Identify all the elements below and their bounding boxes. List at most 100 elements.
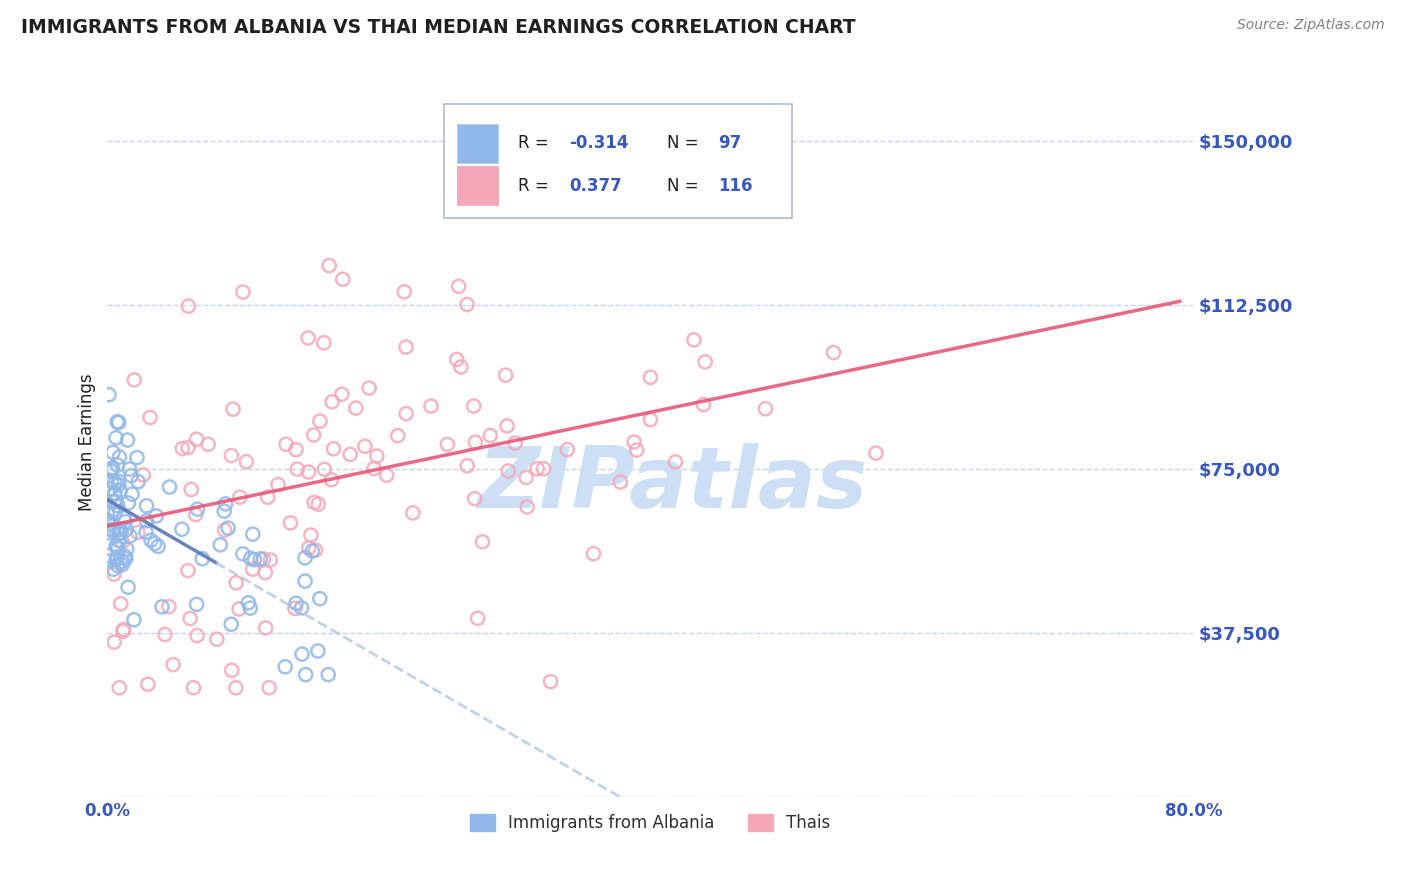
Point	[177, 564, 200, 578]
Point	[184, 508, 207, 522]
Point	[243, 553, 266, 567]
Point	[219, 617, 242, 632]
Point	[162, 657, 184, 672]
Point	[471, 534, 494, 549]
Point	[332, 272, 354, 286]
Point	[103, 635, 125, 649]
Point	[823, 345, 845, 359]
Text: ZIPatlas: ZIPatlas	[477, 443, 868, 526]
FancyBboxPatch shape	[444, 104, 792, 218]
Point	[294, 550, 316, 565]
Point	[623, 435, 645, 450]
Point	[103, 562, 125, 576]
Point	[110, 525, 132, 540]
Point	[495, 368, 517, 383]
Point	[387, 428, 409, 442]
Point	[291, 647, 314, 661]
Point	[186, 629, 208, 643]
Point	[330, 387, 353, 401]
Legend: Immigrants from Albania, Thais: Immigrants from Albania, Thais	[464, 807, 838, 838]
Text: N =: N =	[666, 177, 699, 194]
Point	[112, 624, 135, 639]
Point	[111, 555, 134, 569]
Point	[221, 449, 243, 463]
Point	[120, 468, 142, 483]
Point	[357, 381, 380, 395]
Point	[212, 504, 235, 518]
Point	[450, 359, 472, 374]
Point	[100, 474, 122, 488]
Point	[108, 526, 131, 541]
Point	[274, 660, 297, 674]
Point	[395, 340, 418, 354]
Point	[101, 445, 124, 459]
Point	[290, 601, 312, 615]
Point	[214, 523, 236, 537]
Point	[135, 514, 157, 528]
Point	[301, 544, 323, 558]
Point	[464, 435, 486, 450]
Y-axis label: Median Earnings: Median Earnings	[79, 373, 96, 510]
Point	[179, 611, 201, 625]
Point	[105, 552, 128, 566]
Point	[479, 428, 502, 442]
Text: IMMIGRANTS FROM ALBANIA VS THAI MEDIAN EARNINGS CORRELATION CHART: IMMIGRANTS FROM ALBANIA VS THAI MEDIAN E…	[21, 18, 856, 37]
Point	[118, 462, 141, 476]
Point	[112, 623, 135, 637]
Point	[117, 580, 139, 594]
Point	[180, 483, 202, 497]
Point	[463, 399, 485, 413]
Point	[100, 523, 122, 537]
Point	[294, 574, 316, 588]
Point	[145, 508, 167, 523]
Point	[232, 285, 254, 299]
Text: 116: 116	[717, 177, 752, 194]
Point	[626, 443, 648, 458]
Point	[256, 490, 278, 504]
Point	[214, 497, 236, 511]
Point	[225, 681, 247, 695]
Point	[503, 436, 526, 450]
Point	[254, 566, 277, 580]
Point	[114, 515, 136, 529]
Point	[100, 462, 122, 476]
Point	[104, 475, 127, 490]
Point	[107, 478, 129, 492]
Point	[252, 552, 274, 566]
Point	[312, 335, 335, 350]
Point	[446, 352, 468, 367]
Point	[107, 416, 129, 430]
Point	[299, 528, 322, 542]
Point	[132, 467, 155, 482]
Point	[170, 522, 193, 536]
Text: Source: ZipAtlas.com: Source: ZipAtlas.com	[1237, 18, 1385, 32]
Point	[125, 450, 148, 465]
Point	[375, 468, 398, 483]
Point	[354, 439, 377, 453]
Point	[280, 516, 302, 530]
Point	[110, 483, 132, 498]
Point	[112, 511, 135, 525]
Point	[664, 455, 686, 469]
Point	[146, 540, 169, 554]
Point	[683, 333, 706, 347]
Point	[754, 401, 776, 416]
Point	[103, 495, 125, 509]
Point	[105, 458, 128, 472]
Point	[865, 446, 887, 460]
Point	[640, 370, 662, 384]
Point	[97, 513, 120, 527]
Point	[447, 279, 470, 293]
Point	[496, 418, 519, 433]
Point	[366, 449, 388, 463]
Point	[97, 525, 120, 540]
Point	[242, 562, 264, 576]
Point	[322, 442, 344, 456]
Point	[107, 475, 129, 489]
Point	[318, 259, 340, 273]
Point	[222, 402, 245, 417]
Point	[314, 462, 336, 476]
Point	[555, 442, 578, 457]
Point	[516, 500, 538, 514]
Point	[96, 507, 118, 521]
